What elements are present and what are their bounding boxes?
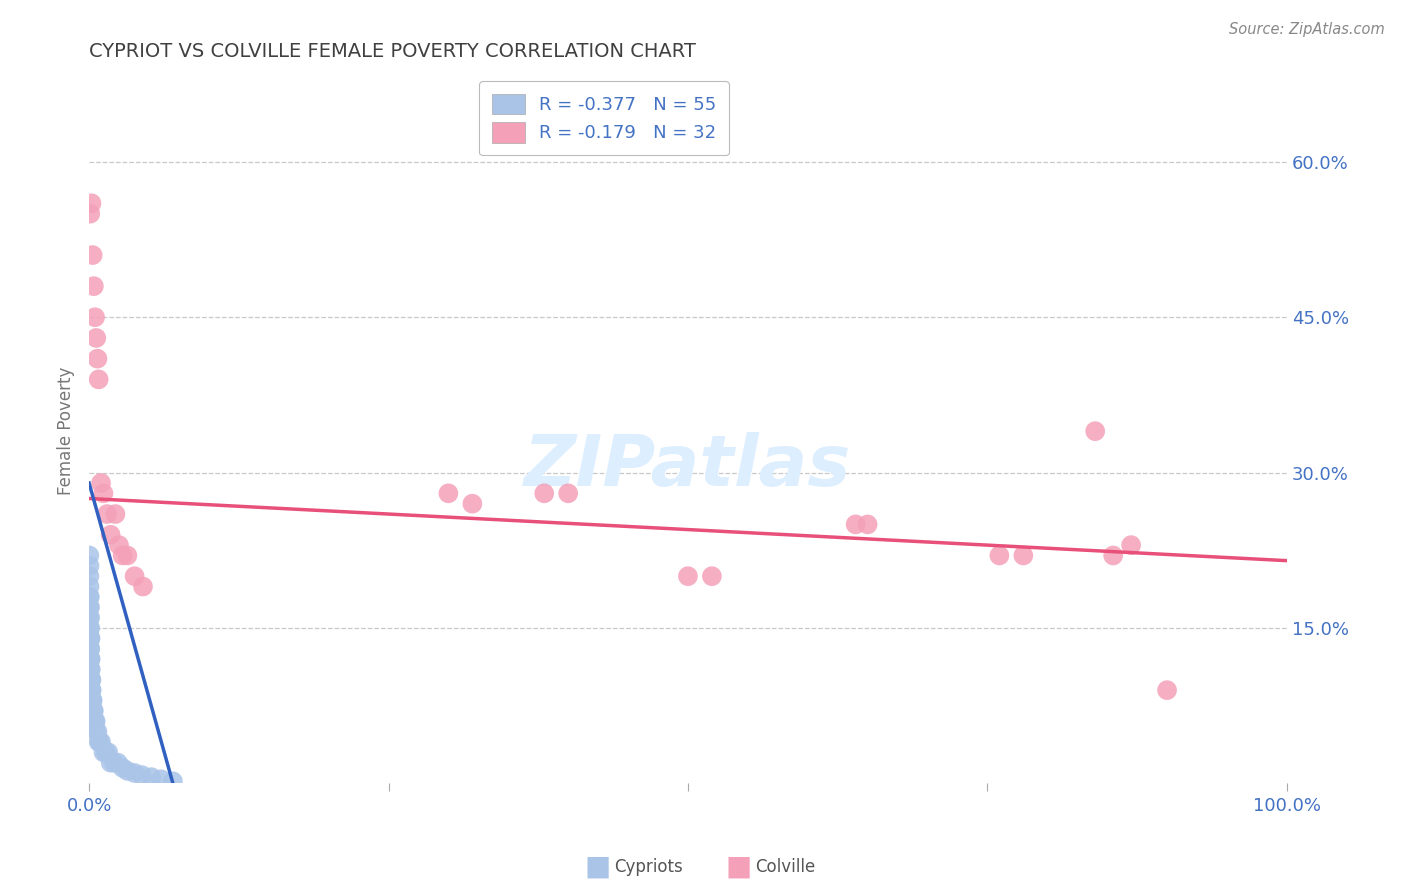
Point <box>79 610 101 624</box>
Point <box>117 764 139 778</box>
Y-axis label: Female Poverty: Female Poverty <box>58 367 75 495</box>
Point <box>79 558 101 573</box>
Point <box>79 652 101 666</box>
Point <box>86 724 108 739</box>
Point <box>82 693 104 707</box>
Point <box>80 673 103 687</box>
Text: ZIPatlas: ZIPatlas <box>524 432 852 501</box>
Point <box>79 580 101 594</box>
Point <box>79 652 101 666</box>
Point <box>124 569 146 583</box>
Point <box>97 745 120 759</box>
Text: CYPRIOT VS COLVILLE FEMALE POVERTY CORRELATION CHART: CYPRIOT VS COLVILLE FEMALE POVERTY CORRE… <box>89 42 696 61</box>
Point <box>988 549 1011 563</box>
Point <box>149 772 172 787</box>
Point <box>79 641 101 656</box>
Point <box>96 507 118 521</box>
Point <box>700 569 723 583</box>
Point <box>86 351 108 366</box>
Point <box>80 673 103 687</box>
Point <box>83 714 105 729</box>
Point <box>845 517 868 532</box>
Point <box>1084 424 1107 438</box>
Point <box>124 766 146 780</box>
Point <box>79 641 101 656</box>
Point <box>79 632 101 646</box>
Point <box>141 770 163 784</box>
Point <box>90 475 112 490</box>
Point <box>1012 549 1035 563</box>
Point <box>79 600 101 615</box>
Legend: R = -0.377   N = 55, R = -0.179   N = 32: R = -0.377 N = 55, R = -0.179 N = 32 <box>479 81 728 155</box>
Point <box>108 538 131 552</box>
Point <box>93 745 115 759</box>
Point <box>1119 538 1142 552</box>
Point <box>80 693 103 707</box>
Point <box>84 714 107 729</box>
Point <box>79 621 101 635</box>
Point <box>83 704 105 718</box>
Point <box>79 569 101 583</box>
Point <box>82 248 104 262</box>
Point <box>80 196 103 211</box>
Point <box>111 549 134 563</box>
Point <box>79 590 101 604</box>
Point <box>437 486 460 500</box>
Point <box>1156 683 1178 698</box>
Point <box>90 735 112 749</box>
Text: Colville: Colville <box>755 858 815 876</box>
Point <box>82 704 104 718</box>
Point <box>461 497 484 511</box>
Point <box>83 279 105 293</box>
Point <box>557 486 579 500</box>
Point <box>84 310 107 325</box>
Point <box>1102 549 1125 563</box>
Point <box>79 632 101 646</box>
Point <box>89 735 111 749</box>
Point <box>84 724 107 739</box>
Point <box>80 683 103 698</box>
Point <box>79 549 101 563</box>
Point <box>103 756 125 770</box>
Point <box>87 735 110 749</box>
Point <box>80 673 103 687</box>
Point <box>162 774 184 789</box>
Point <box>79 600 101 615</box>
Point <box>80 683 103 698</box>
Point <box>79 610 101 624</box>
Point <box>84 331 107 345</box>
Point <box>856 517 879 532</box>
Point <box>107 756 129 770</box>
Point <box>104 507 127 521</box>
Point <box>82 693 104 707</box>
Point <box>93 486 115 500</box>
Text: ■: ■ <box>585 853 610 881</box>
Point <box>131 768 153 782</box>
Point <box>82 704 104 718</box>
Point <box>111 761 134 775</box>
Point <box>79 632 101 646</box>
Point <box>87 372 110 386</box>
Point <box>79 652 101 666</box>
Point <box>100 756 122 770</box>
Text: ■: ■ <box>725 853 751 881</box>
Point <box>533 486 555 500</box>
Point <box>132 580 155 594</box>
Point <box>84 714 107 729</box>
Point <box>676 569 699 583</box>
Point <box>94 745 117 759</box>
Point <box>79 590 101 604</box>
Point <box>79 207 101 221</box>
Point <box>80 683 103 698</box>
Point <box>117 549 139 563</box>
Point <box>79 621 101 635</box>
Text: Cypriots: Cypriots <box>614 858 683 876</box>
Point <box>80 662 103 676</box>
Text: Source: ZipAtlas.com: Source: ZipAtlas.com <box>1229 22 1385 37</box>
Point <box>79 662 101 676</box>
Point <box>100 528 122 542</box>
